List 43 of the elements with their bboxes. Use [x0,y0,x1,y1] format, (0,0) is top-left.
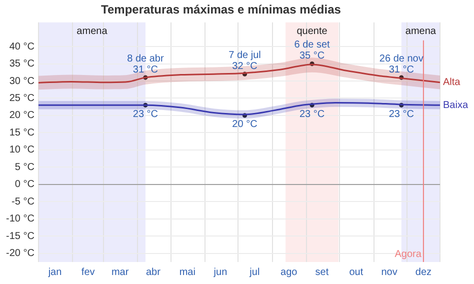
y-tick-label: 0 °C [14,179,34,190]
x-tick-label: mar [111,266,130,278]
x-tick-label: out [349,266,364,278]
x-tick-label: jul [248,266,260,278]
band-label: amena [76,26,108,38]
x-tick-label: jun [212,266,228,278]
y-tick-label: 15 °C [9,127,34,138]
series-label: Alta [443,77,461,88]
annotation: 6 de set [294,40,330,51]
y-tick-label: 20 °C [9,110,34,122]
y-tick-label: 10 °C [9,144,34,156]
x-tick-label: dez [415,266,432,278]
y-tick-label: -10 °C [6,214,34,225]
data-label: 31 °C [388,64,414,76]
y-tick-label: 30 °C [9,76,34,87]
annotation: 7 de jul [228,50,261,61]
x-tick-label: jan [47,266,62,278]
x-tick-label: abr [146,266,162,278]
data-label: 31 °C [132,64,158,76]
data-label: 35 °C [299,50,325,62]
data-label: 23 °C [132,108,158,120]
x-tick-label: set [315,266,329,278]
series-label: Baixa [443,100,468,111]
y-tick-label: 35 °C [9,58,34,70]
ref-line-label: Agora [394,248,422,260]
y-tick-label: 5 °C [14,162,34,173]
data-label: 23 °C [299,108,325,120]
x-tick-label: mai [179,266,196,278]
y-tick-label: 25 °C [9,92,34,104]
data-label: 23 °C [388,108,414,120]
annotation: 8 de abr [127,53,164,64]
y-tick-label: -20 °C [6,248,34,260]
band-label: quente [296,26,328,38]
data-label: 32 °C [232,60,258,72]
data-label: 20 °C [232,119,258,130]
y-tick-label: -5 °C [12,196,34,208]
x-tick-label: nov [381,266,398,278]
x-tick-label: fev [81,266,95,278]
y-tick-label: 40 °C [9,41,34,52]
band-label: amena [405,26,436,38]
x-tick-label: ago [280,266,298,278]
chart-title: Temperaturas máximas e mínimas médias [101,2,342,17]
y-tick-label: -15 °C [6,230,34,242]
